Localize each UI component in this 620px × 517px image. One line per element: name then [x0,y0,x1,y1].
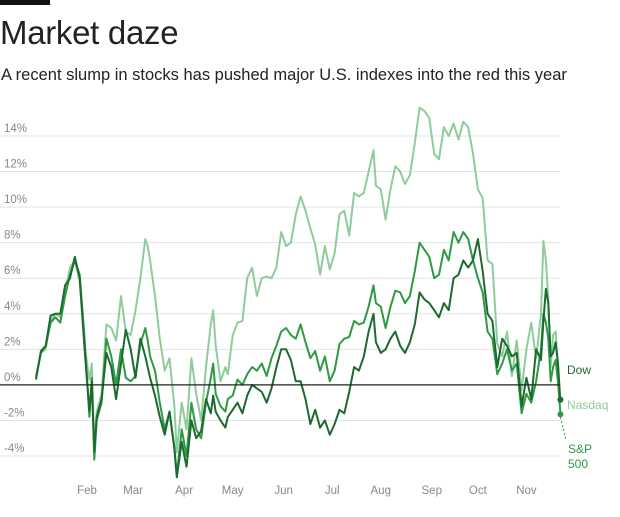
x-tick-label: Feb [77,485,97,497]
x-tick-label: Jun [274,485,293,497]
nasdaq-line [35,106,562,454]
top-accent-bar [0,0,50,5]
chart-title: Market daze [0,14,179,51]
sp500-end-label: S&P [568,442,592,456]
y-tick-label: -2% [4,407,24,419]
y-tick-label: 14% [4,123,27,135]
sp500-end-marker [557,411,564,418]
y-tick-label: 0% [4,372,21,384]
chart-subtitle: A recent slump in stocks has pushed majo… [1,66,567,84]
x-tick-label: Mar [123,485,143,497]
x-tick-label: Oct [469,485,488,497]
y-tick-label: 4% [4,301,21,313]
nasdaq-end-label: Nasdaq [567,398,608,412]
sp500-end-label-2: 500 [568,457,588,471]
y-tick-label: 6% [4,265,21,277]
y-tick-label: 12% [4,159,27,171]
sp500-leader-line [559,417,567,441]
y-tick-label: 2% [4,336,21,348]
x-tick-label: Jul [325,485,340,497]
x-tick-label: Sep [422,485,442,497]
dow-end-marker [557,396,564,403]
x-tick-label: May [222,485,244,497]
x-tick-label: Nov [516,485,537,497]
x-tick-label: Aug [371,485,391,497]
y-tick-label: -4% [4,443,24,455]
y-tick-label: 8% [4,230,21,242]
dow-line [35,238,562,479]
dow-end-label: Dow [567,363,591,377]
x-tick-label: Apr [175,485,193,497]
y-tick-label: 10% [4,194,27,206]
sp500-line [35,231,562,477]
